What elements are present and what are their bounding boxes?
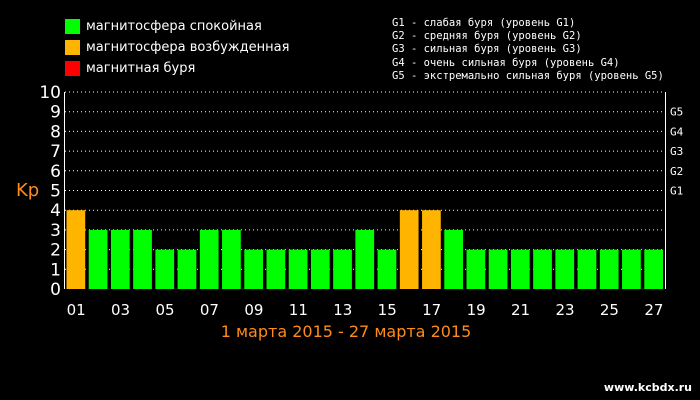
g-scale-item: G2 - средняя буря (уровень G2) [392, 30, 582, 43]
kp-bar [333, 249, 352, 289]
legend-quiet-swatch [65, 19, 80, 34]
x-tick-label: 01 [67, 301, 86, 319]
kp-bar [444, 229, 463, 289]
legend-quiet: магнитосфера спокойная [65, 19, 262, 34]
x-tick-label: 03 [111, 301, 130, 319]
date-range-text: 1 марта 2015 - 27 марта 2015 [220, 322, 472, 341]
g-scale-item: G3 - сильная буря (уровень G3) [392, 43, 582, 56]
kp-bar [377, 249, 397, 289]
legend-disturbed-label: магнитосфера возбужденная [86, 40, 290, 55]
x-tick-label: 07 [200, 301, 219, 319]
kp-bar [599, 249, 619, 289]
kp-bar [66, 210, 86, 289]
kp-bar [133, 229, 152, 289]
kp-bar [177, 249, 197, 289]
y-tick-label: 2 [50, 241, 61, 261]
g-tick-label: G5 [670, 106, 683, 119]
kp-bar [266, 249, 286, 289]
legend-storm-label: магнитная буря [86, 61, 196, 76]
y-tick-label: 8 [50, 122, 61, 142]
kp-bar [577, 249, 597, 289]
y-tick-label: 0 [50, 280, 61, 300]
x-tick-label: 27 [644, 301, 663, 319]
g-tick-label: G4 [670, 125, 684, 138]
g-scale-item: G4 - очень сильная буря (уровень G4) [392, 56, 620, 69]
y-tick-label: 7 [50, 142, 61, 162]
y-tick-label: 10 [39, 83, 61, 103]
g-tick-label: G1 [670, 185, 683, 198]
y-tick-label: 9 [50, 103, 61, 123]
x-tick-label: 21 [511, 301, 530, 319]
kp-bar [222, 229, 241, 289]
legend-storm-swatch [65, 61, 80, 76]
x-tick-label: 09 [244, 301, 263, 319]
kp-bar [244, 249, 263, 289]
x-tick-label: 23 [555, 301, 574, 319]
x-tick-label: 15 [378, 301, 397, 319]
g-scale-item: G5 - экстремально сильная буря (уровень … [392, 69, 664, 82]
g-tick-label: G3 [670, 145, 683, 158]
legend-disturbed: магнитосфера возбужденная [65, 40, 289, 55]
y-tick-label: 4 [50, 201, 61, 221]
watermark: www.kcbdx.ru [603, 381, 692, 394]
kp-bar [644, 249, 663, 289]
x-tick-label: 11 [289, 301, 308, 319]
x-axis-label: 1 марта 2015 - 27 марта 2015 [0, 322, 700, 341]
kp-bar [533, 249, 552, 289]
x-tick-label: 05 [155, 301, 174, 319]
g-tick-label: G2 [670, 165, 683, 178]
kp-bar [199, 229, 219, 289]
kp-bar [622, 249, 641, 289]
kp-bar [355, 229, 375, 289]
kp-bar [399, 210, 419, 289]
x-tick-label: 13 [333, 301, 352, 319]
kp-bar [422, 210, 441, 289]
kp-bar [466, 249, 486, 289]
y-tick-label: 3 [50, 221, 61, 241]
kp-bar [288, 249, 308, 289]
legend-disturbed-swatch [65, 40, 80, 55]
y-tick-label: 5 [50, 182, 61, 202]
x-tick-label: 25 [600, 301, 619, 319]
kp-bar [155, 249, 175, 289]
y-tick-label: 6 [50, 162, 61, 182]
y-tick-label: 1 [50, 260, 61, 280]
kp-bar [110, 229, 130, 289]
x-tick-label: 17 [422, 301, 441, 319]
legend-quiet-label: магнитосфера спокойная [86, 19, 262, 34]
kp-bar [310, 249, 330, 289]
kp-bar [510, 249, 530, 289]
g-scale-item: G1 - слабая буря (уровень G1) [392, 17, 576, 29]
y-axis-label: Kp [16, 180, 40, 201]
kp-bar [555, 249, 575, 289]
kp-bar [88, 229, 108, 289]
g-scale-legend: G1 - слабая буря (уровень G1) G2 - средн… [392, 17, 664, 83]
legend-storm: магнитная буря [65, 61, 195, 76]
x-tick-label: 19 [467, 301, 486, 319]
kp-bar [488, 249, 508, 289]
